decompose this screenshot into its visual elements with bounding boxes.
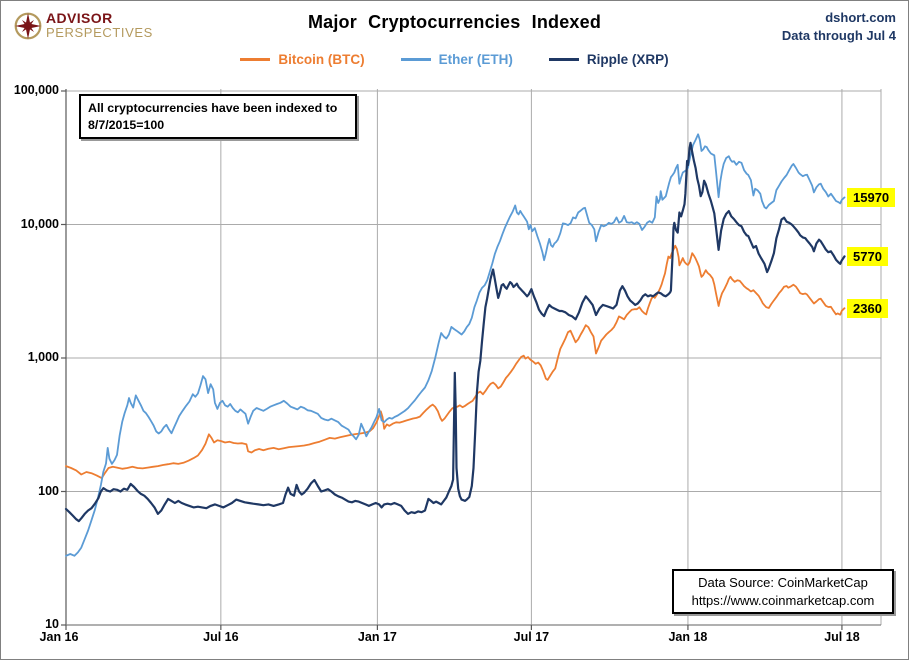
legend-item-ether: Ether (ETH) xyxy=(400,52,513,67)
x-axis-label-jul-16: Jul 16 xyxy=(203,630,239,644)
site-name: dshort.com xyxy=(825,10,896,25)
bitcoin-line-swatch xyxy=(240,58,271,61)
y-axis-label-100000: 100,000 xyxy=(13,83,59,97)
ripple-line-swatch xyxy=(548,58,579,61)
x-axis-label-jan-17: Jan 17 xyxy=(357,630,397,644)
logo-text-advisor: ADVISOR xyxy=(46,10,113,26)
y-axis-label-10: 10 xyxy=(45,617,59,631)
legend-item-ripple: Ripple (XRP) xyxy=(548,52,669,67)
ripple-xrp-line xyxy=(64,141,846,523)
x-axis-label-jan-18: Jan 18 xyxy=(668,630,708,644)
y-axis-label-100: 100 xyxy=(38,483,59,498)
indexing-note-line2: 8/7/2015=100 xyxy=(88,118,165,132)
indexing-note-box: All cryptocurrencies have been indexed t… xyxy=(79,94,357,139)
y-axis-label-1000: 1,000 xyxy=(27,350,59,364)
legend-item-bitcoin: Bitcoin (BTC) xyxy=(240,52,365,67)
x-axis-label-jul-17: Jul 17 xyxy=(513,630,550,644)
data-source-line1: Data Source: CoinMarketCap xyxy=(698,575,868,590)
compass-icon xyxy=(13,11,43,46)
legend: Bitcoin (BTC) Ether (ETH) Ripple (XRP) xyxy=(1,52,908,67)
chart-title: Major Cryptocurrencies Indexed xyxy=(307,12,602,32)
ether-legend-label: Ether (ETH) xyxy=(438,52,513,67)
data-source-line2: https://www.coinmarketcap.com xyxy=(691,593,875,608)
bitcoin-btc-line xyxy=(65,244,846,480)
x-axis-label-jan-16: Jan 16 xyxy=(39,630,79,644)
btc-end-value-label: 2360 xyxy=(847,299,888,319)
ether-line-swatch xyxy=(400,58,431,61)
logo-text-perspectives: PERSPECTIVES xyxy=(46,25,153,40)
advisor-perspectives-logo: ADVISOR PERSPECTIVES xyxy=(13,11,153,46)
ripple-legend-label: Ripple (XRP) xyxy=(586,52,669,67)
bitcoin-legend-label: Bitcoin (BTC) xyxy=(278,52,365,67)
y-axis-label-10000: 10,000 xyxy=(20,216,59,231)
xrp-end-value-label: 5770 xyxy=(847,247,888,267)
indexing-note-line1: All cryptocurrencies have been indexed t… xyxy=(88,101,338,115)
data-source-box: Data Source: CoinMarketCap https://www.c… xyxy=(672,569,894,614)
x-axis-label-jul-18: Jul 18 xyxy=(824,630,860,644)
ether-eth-line xyxy=(65,133,846,557)
eth-end-value-label: 15970 xyxy=(847,188,896,208)
data-through-label: Data through Jul 4 xyxy=(781,28,896,43)
